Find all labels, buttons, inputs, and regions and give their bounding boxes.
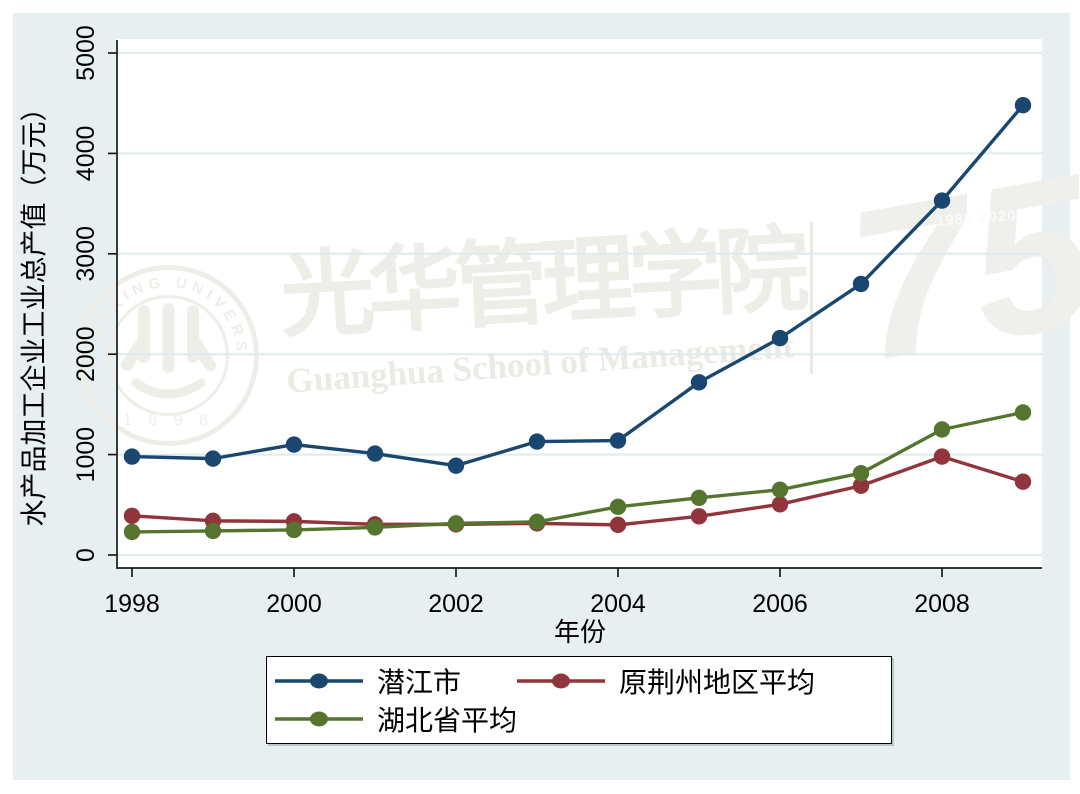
x-tick-label: 1998 <box>104 590 160 618</box>
data-point <box>771 496 789 513</box>
legend-swatch <box>275 711 363 727</box>
legend-item: 原荆州地区平均 <box>517 662 891 700</box>
axis-line <box>116 40 1042 569</box>
series-line <box>131 410 1024 534</box>
data-point <box>933 448 951 465</box>
data-point <box>366 445 384 462</box>
y-tick-label: 3000 <box>72 226 100 282</box>
y-tick-label: 5000 <box>72 25 100 81</box>
series-line <box>131 104 1025 468</box>
data-point <box>366 519 384 536</box>
data-point <box>609 498 627 516</box>
legend-swatch <box>275 673 363 689</box>
data-point <box>528 513 546 531</box>
legend-swatch-marker <box>310 673 328 689</box>
y-tick-label: 0 <box>72 548 100 562</box>
legend-label: 湖北省平均 <box>376 705 517 736</box>
data-point <box>933 192 951 209</box>
y-tick-label: 1000 <box>72 427 100 483</box>
data-point <box>1014 97 1032 114</box>
x-tick-label: 2004 <box>590 590 646 618</box>
legend-item: 潜江市 <box>275 662 517 700</box>
seal-year-text: 1 8 9 8 <box>123 412 214 429</box>
data-point <box>204 522 222 540</box>
plot-area-background <box>117 39 1042 568</box>
y-axis-title: 水产品加工企业工业总产值（万元） <box>19 94 50 527</box>
data-point <box>123 448 141 465</box>
data-point <box>852 477 870 494</box>
legend-swatch-marker <box>310 711 328 727</box>
x-tick-label: 2008 <box>914 590 970 618</box>
watermark-divider <box>810 222 813 374</box>
legend: 潜江市 原荆州地区平均湖北省平均 <box>266 656 892 744</box>
data-point <box>447 457 465 474</box>
seal-center-glyph <box>121 303 216 399</box>
x-axis-title: 年份 <box>553 617 606 647</box>
data-point <box>609 516 627 534</box>
y-tick-label: 4000 <box>72 126 100 182</box>
pku-seal-watermark-icon: PEKING UNIVERSITY 1 8 9 8 <box>76 263 259 446</box>
data-point <box>852 275 870 293</box>
legend-item: 湖北省平均 <box>275 700 517 738</box>
data-point <box>528 433 546 450</box>
x-tick-label: 2006 <box>752 590 808 618</box>
data-point <box>123 523 141 541</box>
data-point <box>852 464 870 482</box>
data-point <box>204 450 222 467</box>
data-point <box>690 508 708 525</box>
data-point <box>690 374 708 391</box>
data-point <box>285 436 303 453</box>
data-point <box>1014 473 1032 490</box>
data-point <box>123 507 141 525</box>
data-point <box>285 521 303 539</box>
data-point <box>771 481 789 498</box>
legend-label: 潜江市 <box>377 667 462 698</box>
series-line <box>131 454 1024 527</box>
data-point <box>690 489 708 506</box>
y-tick-label: 2000 <box>72 326 100 382</box>
data-point <box>771 329 789 347</box>
x-tick-label: 2000 <box>266 590 322 618</box>
legend-swatch-marker <box>552 673 570 689</box>
data-point <box>1014 404 1032 421</box>
legend-grid: 潜江市 原荆州地区平均湖北省平均 <box>267 657 891 738</box>
legend-label: 原荆州地区平均 <box>619 667 816 698</box>
data-point <box>447 515 465 532</box>
data-point <box>609 432 627 449</box>
x-tick-label: 2002 <box>428 590 484 618</box>
legend-swatch <box>517 673 605 689</box>
data-point <box>933 421 951 438</box>
